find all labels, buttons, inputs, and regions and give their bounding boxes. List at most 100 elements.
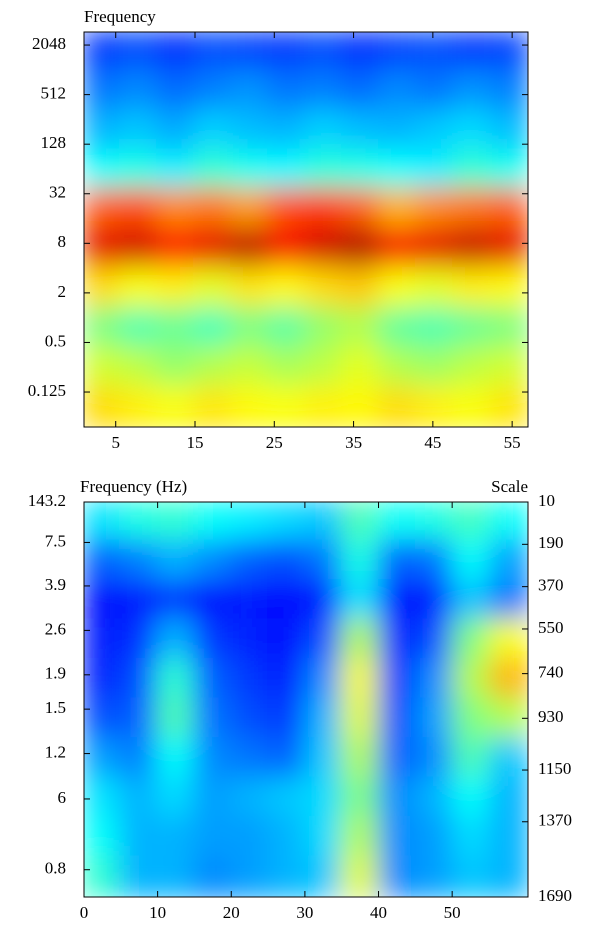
cell: [489, 32, 528, 74]
cell: [415, 737, 456, 781]
cell: [378, 385, 419, 427]
y2-tick-label: 1150: [538, 759, 571, 778]
cell: [193, 32, 234, 74]
cell: [119, 855, 160, 897]
cell: [267, 69, 308, 113]
x-tick-label: 10: [149, 903, 166, 922]
y-tick-label: 7.5: [45, 531, 66, 550]
cell: [119, 227, 160, 271]
cell: [193, 816, 234, 860]
cell: [193, 737, 234, 781]
y2-axis-label: Scale: [491, 477, 528, 496]
cell: [341, 658, 382, 702]
x-tick-label: 0: [80, 903, 89, 922]
cell: [452, 658, 493, 702]
cell: [267, 267, 308, 311]
cell: [378, 267, 419, 311]
cell: [415, 618, 456, 662]
x-tick-label: 15: [187, 433, 204, 452]
cell: [489, 697, 528, 741]
cell: [452, 385, 493, 427]
cell: [489, 385, 528, 427]
x-tick-label: 40: [370, 903, 387, 922]
cell: [415, 32, 456, 74]
x-tick-label: 50: [444, 903, 461, 922]
cell: [341, 346, 382, 390]
cell: [304, 816, 345, 860]
y2-tick-label: 740: [538, 663, 564, 682]
cell: [156, 346, 197, 390]
cell: [415, 148, 456, 192]
cell: [84, 618, 123, 662]
y-tick-label: 512: [41, 84, 67, 103]
cell: [267, 109, 308, 153]
cell: [378, 618, 419, 662]
cell: [489, 618, 528, 662]
y-tick-label: 1.2: [45, 742, 66, 761]
cell: [193, 539, 234, 583]
cell: [452, 306, 493, 350]
cell: [84, 306, 123, 350]
cell: [84, 816, 123, 860]
cell: [230, 385, 271, 427]
cell: [378, 32, 419, 74]
cell: [304, 267, 345, 311]
cell: [452, 816, 493, 860]
cell: [267, 737, 308, 781]
y-tick-label: 143.2: [28, 491, 66, 510]
cell: [489, 69, 528, 113]
cell: [267, 188, 308, 232]
cell: [84, 776, 123, 820]
x-tick-label: 30: [296, 903, 313, 922]
cell: [489, 816, 528, 860]
cell: [452, 737, 493, 781]
cell: [341, 385, 382, 427]
cell: [230, 539, 271, 583]
cell: [193, 346, 234, 390]
cell: [230, 776, 271, 820]
cell: [452, 109, 493, 153]
cell: [119, 697, 160, 741]
cell: [267, 32, 308, 74]
cell: [415, 69, 456, 113]
cell: [341, 697, 382, 741]
cell: [415, 816, 456, 860]
cell: [378, 109, 419, 153]
cell: [193, 148, 234, 192]
cell: [341, 776, 382, 820]
cell: [119, 579, 160, 623]
y-tick-label: 1.5: [45, 698, 66, 717]
cell: [156, 658, 197, 702]
cell: [341, 618, 382, 662]
cell: [193, 267, 234, 311]
cell: [230, 109, 271, 153]
y-tick-label: 2048: [32, 34, 66, 53]
cell: [193, 618, 234, 662]
y-tick-label: 128: [41, 133, 67, 152]
y2-tick-label: 930: [538, 707, 564, 726]
cell: [452, 855, 493, 897]
cell: [230, 737, 271, 781]
cell: [193, 227, 234, 271]
cell: [378, 188, 419, 232]
cell: [119, 737, 160, 781]
cell: [304, 855, 345, 897]
cell: [230, 306, 271, 350]
cell: [415, 109, 456, 153]
cell: [378, 697, 419, 741]
cell: [267, 658, 308, 702]
cell: [156, 267, 197, 311]
cell: [452, 776, 493, 820]
cell: [230, 267, 271, 311]
cell: [378, 855, 419, 897]
cell: [230, 816, 271, 860]
cell: [378, 148, 419, 192]
y-tick-label: 0.8: [45, 859, 66, 878]
cell: [230, 618, 271, 662]
cell: [304, 658, 345, 702]
cell: [341, 69, 382, 113]
cell: [304, 69, 345, 113]
cell: [304, 697, 345, 741]
cell: [341, 579, 382, 623]
